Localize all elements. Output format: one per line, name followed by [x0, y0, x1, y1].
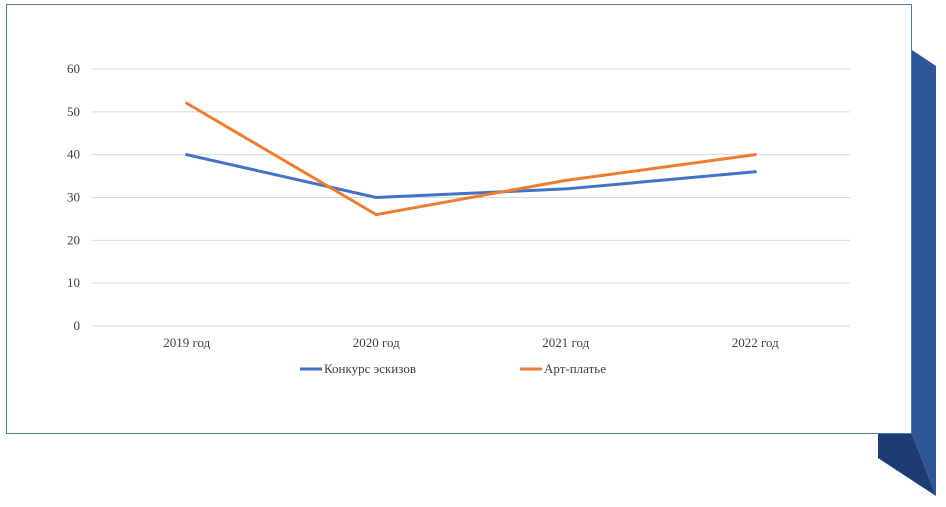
chart-card	[6, 4, 912, 434]
data-point	[564, 187, 568, 191]
x-tick-label: 2022 год	[732, 335, 779, 350]
legend-label-konkurs: Конкурс эскизов	[324, 361, 416, 376]
x-tick-label: 2020 год	[353, 335, 400, 350]
series-line-art	[185, 101, 757, 217]
y-tick-label: 20	[67, 232, 80, 247]
data-point	[185, 101, 189, 105]
y-tick-label: 40	[67, 147, 80, 162]
data-point	[374, 213, 378, 217]
y-tick-label: 60	[67, 61, 80, 76]
data-point	[753, 153, 757, 157]
x-tick-label: 2021 год	[542, 335, 589, 350]
y-tick-label: 30	[67, 190, 80, 205]
y-tick-label: 0	[74, 318, 81, 333]
ribbon-shadow	[878, 434, 936, 496]
y-tick-label: 10	[67, 275, 80, 290]
series-lines	[185, 101, 757, 217]
data-point	[564, 178, 568, 182]
legend-label-art: Арт-платье	[544, 361, 606, 376]
gridlines	[92, 68, 850, 327]
x-tick-label: 2019 год	[163, 335, 210, 350]
y-tick-label: 50	[67, 104, 80, 119]
ribbon-side	[912, 50, 936, 496]
data-point	[185, 153, 189, 157]
legend: Конкурс эскизов Арт-платье	[300, 361, 606, 376]
data-point	[374, 196, 378, 199]
series-line-konkurs	[185, 153, 757, 199]
data-point	[753, 170, 757, 174]
y-axis-ticks: 0 10 20 30 40 50 60	[67, 61, 80, 333]
x-axis-ticks: 2019 год 2020 год 2021 год 2022 год	[163, 335, 779, 350]
